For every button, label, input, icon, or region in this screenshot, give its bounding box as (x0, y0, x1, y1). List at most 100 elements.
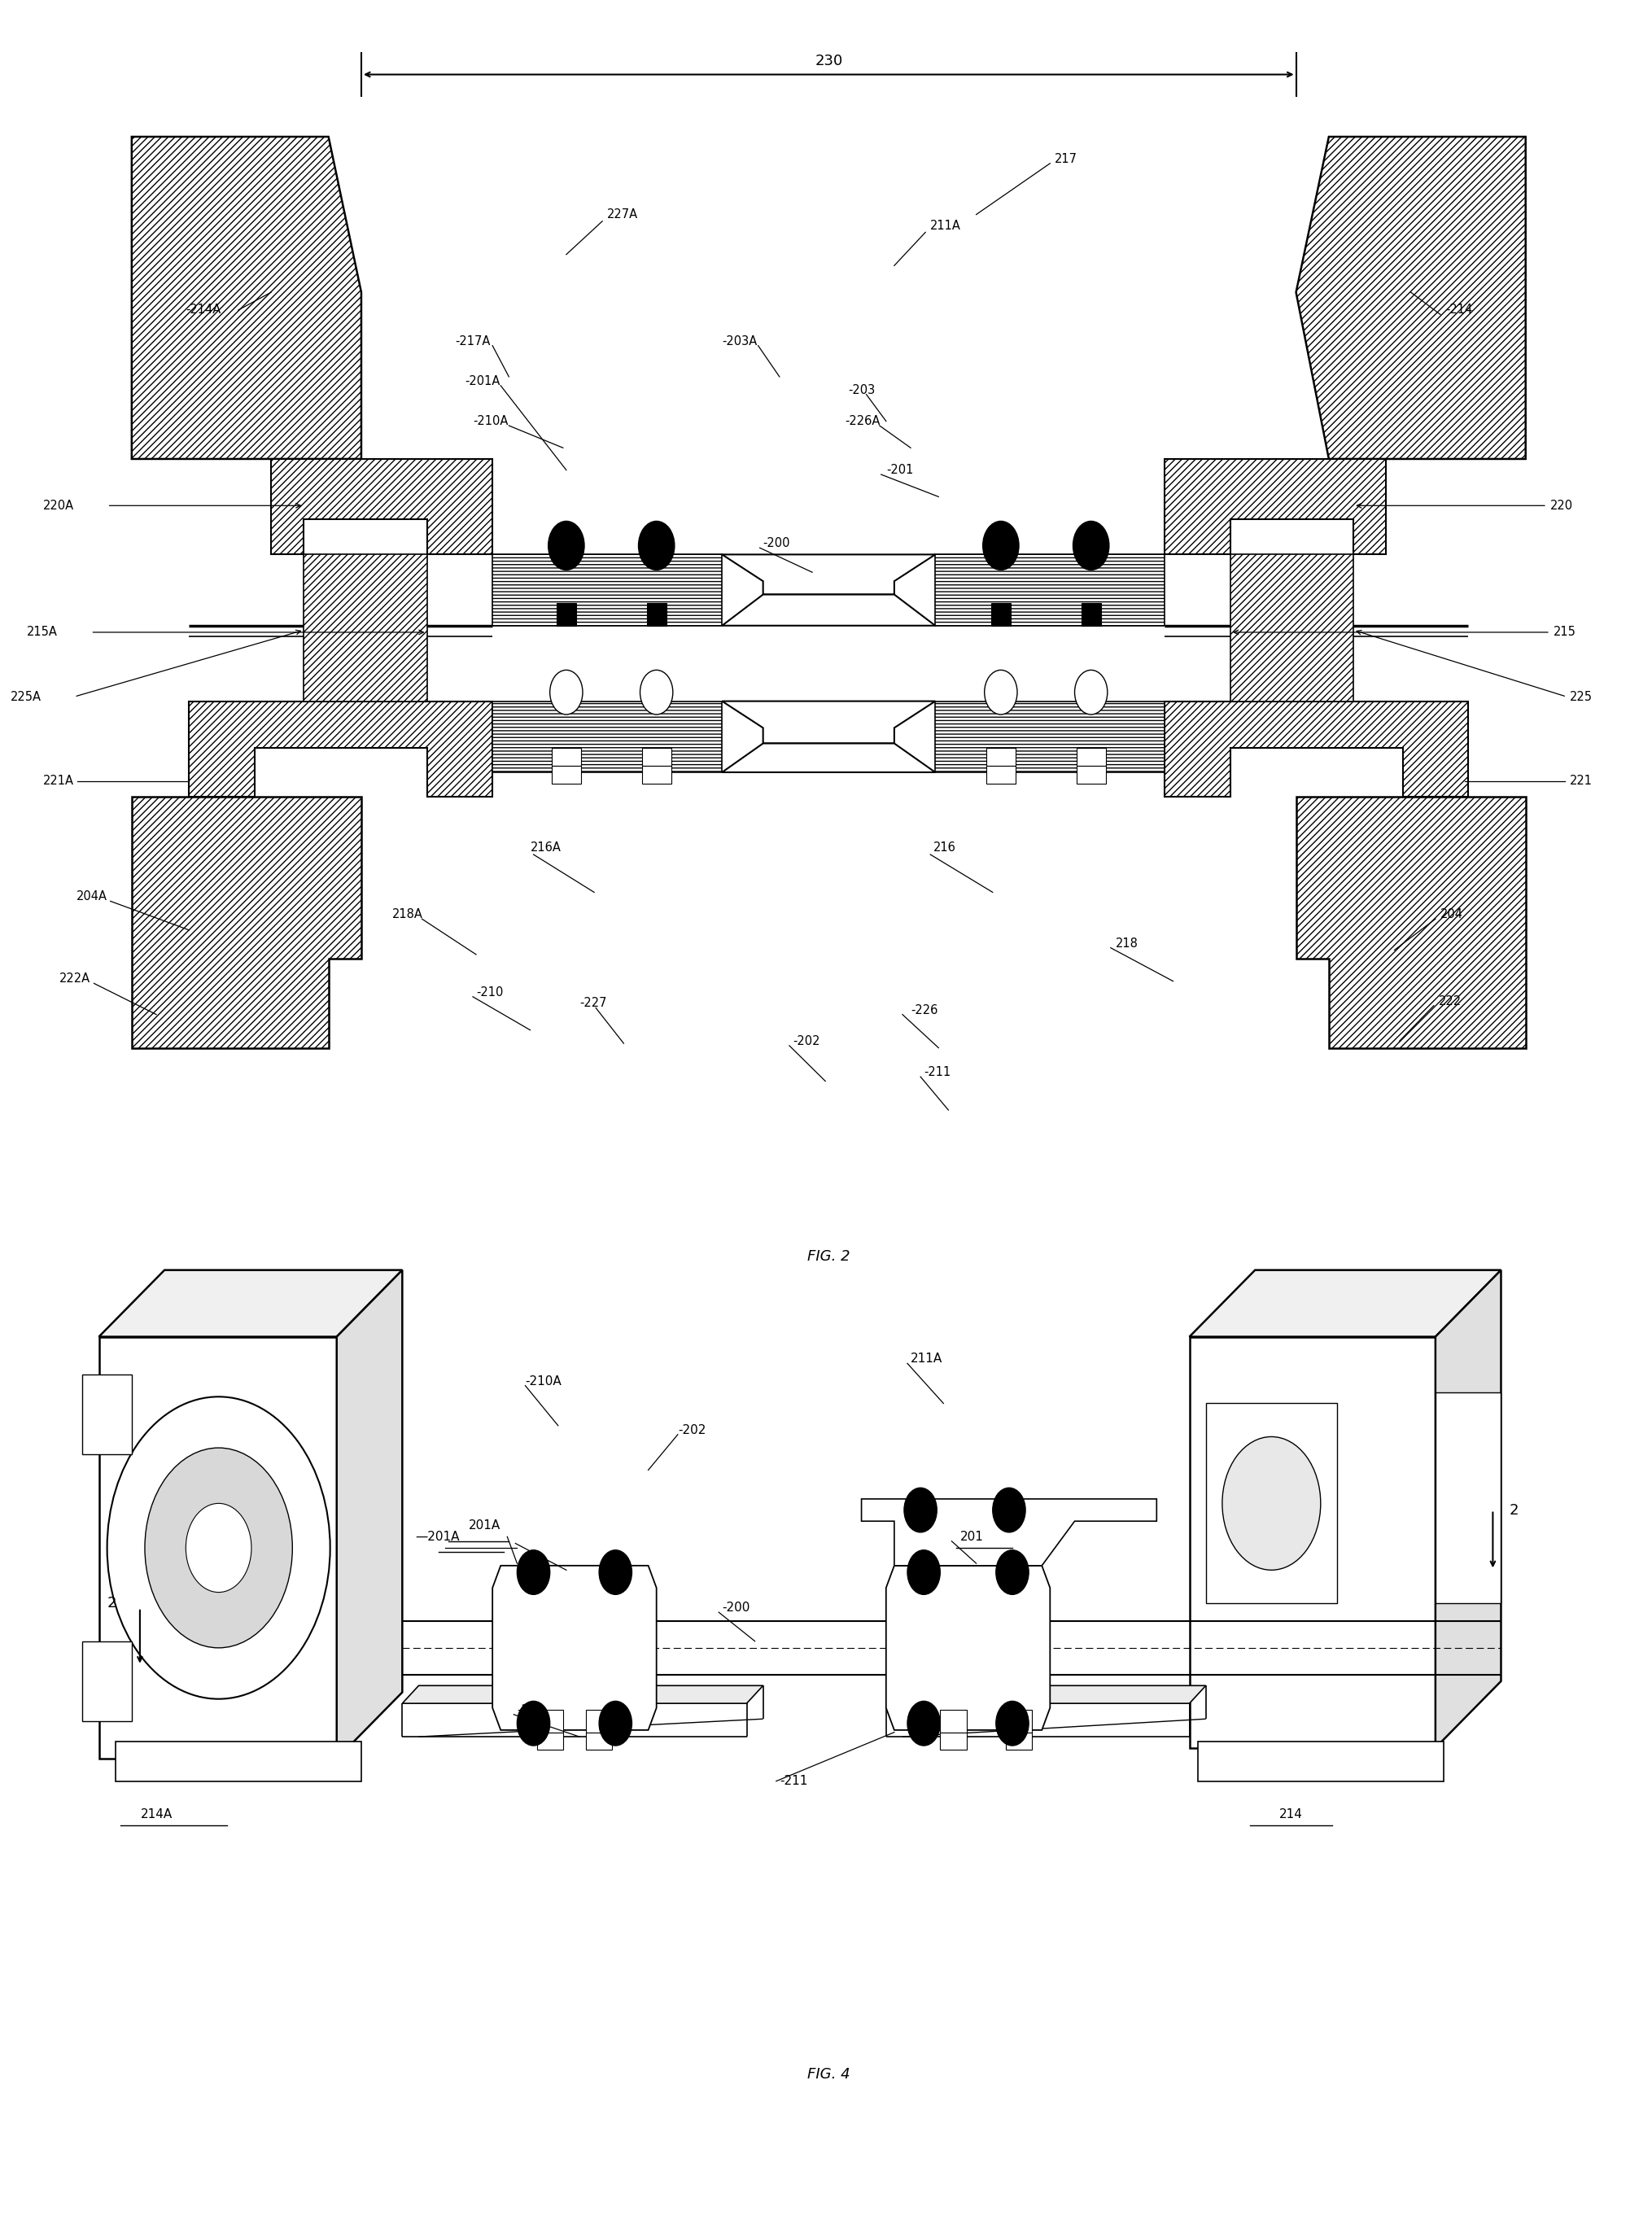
Text: -217A: -217A (454, 334, 491, 348)
Text: 211A: 211A (930, 218, 961, 232)
Text: -211: -211 (780, 1774, 808, 1788)
Bar (586, 1732, 613, 1750)
Circle shape (996, 1701, 1029, 1745)
Circle shape (550, 671, 583, 716)
Bar (1206, 1404, 1336, 1603)
Polygon shape (1436, 1271, 1502, 1748)
Circle shape (904, 1487, 937, 1531)
Text: 222A: 222A (59, 972, 91, 985)
Text: 220: 220 (1550, 499, 1573, 513)
Text: 204A: 204A (76, 892, 107, 903)
Bar (641, 749, 671, 765)
Text: 218A: 218A (393, 909, 423, 921)
Bar (552, 765, 582, 782)
Text: 217: 217 (1056, 154, 1077, 165)
Bar (986, 765, 1016, 782)
Bar (537, 1732, 563, 1750)
Text: 215: 215 (1553, 626, 1576, 637)
Text: 220A: 220A (43, 499, 74, 513)
Text: 215A: 215A (26, 626, 58, 637)
Text: -201: -201 (885, 464, 914, 477)
Text: -210A: -210A (472, 415, 509, 428)
Bar (83, 1641, 132, 1721)
Bar (991, 604, 1011, 626)
Text: FIG. 2: FIG. 2 (808, 1250, 851, 1264)
Polygon shape (1165, 702, 1469, 796)
Text: 2: 2 (107, 1596, 116, 1612)
Bar (1198, 1741, 1444, 1781)
Polygon shape (492, 1565, 656, 1730)
Bar (1006, 1710, 1032, 1732)
Circle shape (993, 1487, 1026, 1531)
Text: -210: -210 (476, 985, 504, 999)
Text: -210: -210 (517, 1703, 545, 1716)
Text: -200: -200 (722, 1603, 750, 1614)
Polygon shape (1297, 136, 1525, 459)
Polygon shape (99, 1337, 337, 1759)
Text: -203A: -203A (722, 334, 757, 348)
Polygon shape (132, 136, 362, 459)
Circle shape (1074, 522, 1108, 571)
Bar (537, 1710, 563, 1732)
Text: -202: -202 (793, 1034, 819, 1048)
Text: 221A: 221A (43, 776, 74, 787)
Polygon shape (885, 1685, 1206, 1703)
Text: 225A: 225A (10, 691, 41, 702)
Text: 227A: 227A (608, 207, 638, 221)
Text: -211: -211 (923, 1065, 952, 1079)
Polygon shape (492, 555, 722, 626)
Bar (986, 749, 1016, 765)
Polygon shape (271, 459, 492, 555)
Circle shape (638, 522, 674, 571)
Text: -210A: -210A (525, 1375, 562, 1386)
Bar (940, 1710, 966, 1732)
Bar (1077, 765, 1105, 782)
Circle shape (983, 522, 1019, 571)
Text: -202: -202 (677, 1424, 705, 1435)
Bar (940, 1732, 966, 1750)
Text: FIG. 4: FIG. 4 (808, 2066, 851, 2082)
Text: —201A: —201A (415, 1531, 459, 1542)
Text: 218: 218 (1115, 936, 1138, 950)
Bar (646, 604, 666, 626)
Bar (552, 749, 582, 765)
Polygon shape (885, 1565, 1051, 1730)
Text: 225: 225 (1569, 691, 1593, 702)
Bar (83, 1375, 132, 1456)
Bar (1080, 604, 1100, 626)
Polygon shape (861, 1498, 1156, 1565)
Polygon shape (1297, 796, 1525, 1048)
Polygon shape (304, 555, 426, 702)
Circle shape (907, 1549, 940, 1594)
Polygon shape (722, 595, 935, 626)
Polygon shape (1231, 555, 1353, 702)
Text: -201A: -201A (464, 374, 501, 388)
Text: -214A: -214A (185, 303, 221, 317)
Circle shape (145, 1449, 292, 1647)
Text: 201: 201 (960, 1531, 983, 1542)
Text: 221: 221 (1569, 776, 1593, 787)
Circle shape (107, 1398, 330, 1698)
Bar (586, 1710, 613, 1732)
Polygon shape (935, 702, 1165, 771)
Circle shape (185, 1502, 251, 1592)
Circle shape (1075, 671, 1107, 716)
Bar (641, 765, 671, 782)
Polygon shape (722, 702, 935, 744)
Text: 214A: 214A (140, 1808, 172, 1821)
Text: 230: 230 (814, 53, 843, 69)
Circle shape (996, 1549, 1029, 1594)
Circle shape (985, 671, 1018, 716)
Polygon shape (722, 555, 935, 595)
Text: 201A: 201A (469, 1520, 501, 1531)
Polygon shape (1165, 459, 1386, 555)
Circle shape (907, 1701, 940, 1745)
Bar (116, 1741, 362, 1781)
Circle shape (517, 1701, 550, 1745)
Polygon shape (403, 1685, 763, 1703)
Polygon shape (132, 796, 362, 1048)
Bar (1436, 1393, 1502, 1603)
Polygon shape (337, 1271, 403, 1759)
Bar (1077, 749, 1105, 765)
Text: -203: -203 (849, 383, 876, 397)
